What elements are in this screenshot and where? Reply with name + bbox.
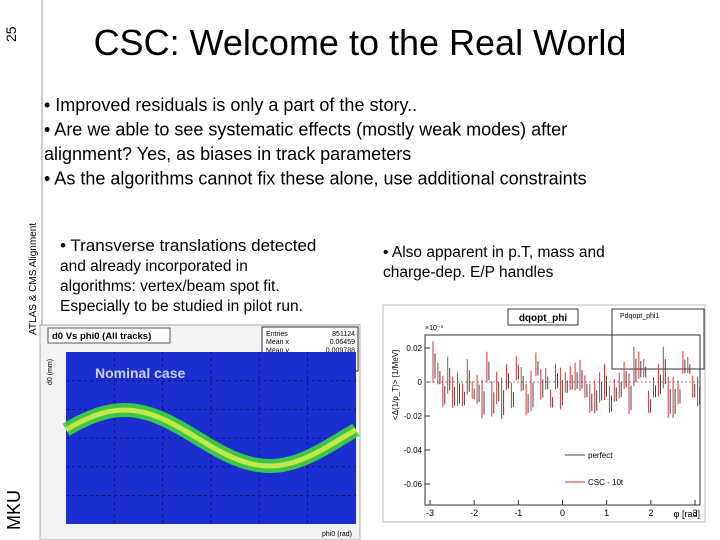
stats-title: Pdqopt_phi1 [620,313,659,320]
legend-label: CSC - 10t [588,478,624,487]
y-label: d0 (mm) [47,359,54,385]
stats-box [611,308,705,370]
side-label: ATLAS & CMS Alignment [28,223,39,335]
left-text: • Transverse translations detected [60,236,316,255]
right-text: charge-dep. E/P handles [383,264,554,281]
stats-key: Mean x [266,339,289,346]
y-tick-label: 0.02 [406,344,422,353]
y-tick-label: -0.06 [404,480,423,489]
bullet-line: • Are we able to see systematic effects … [44,120,567,140]
left-text: Especially to be studied in pilot run. [60,298,303,315]
stats-value: 0.009788 [326,347,355,354]
y-label: <Δ(1/p_T)> [1/MeV] [391,350,400,420]
bullet-line: • As the algorithms cannot fix these alo… [44,169,587,189]
exponent: ×10⁻³ [425,325,444,332]
left-text: and already incorporated in [60,258,248,275]
bullet-line: alignment? Yes, as biases in track param… [44,144,411,164]
x-tick-label: -3 [426,508,434,518]
stats-value: 851124 [332,331,355,338]
x-tick-label: 1 [604,508,609,518]
legend-label: perfect [588,451,613,460]
bullet-line: • Improved residuals is only a part of t… [44,95,417,115]
y-tick-label: -0.02 [404,412,423,421]
plot-title: d0 Vs phi0 (All tracks) [52,331,151,342]
title: CSC: Welcome to the Real World [94,22,627,63]
stats-key: Mean y [266,347,289,354]
x-tick-label: 0 [560,508,565,518]
x-tick-label: -2 [470,508,478,518]
left-text: algorithms: vertex/beam spot fit. [60,278,280,295]
stats-key: Entries [266,331,288,338]
x-tick-label: 2 [648,508,653,518]
stats-value: 0.06459 [330,339,355,346]
x-tick-label: 3 [692,508,697,518]
annotation: Nominal case [95,365,185,381]
plot-title: dqopt_phi [519,313,568,324]
author: MKU [4,490,24,530]
band-core [64,407,358,469]
page-number: 25 [3,26,19,42]
plot-title-box [507,308,579,326]
right-text: • Also apparent in p.T, mass and [383,244,605,261]
plot-title-box [47,327,171,344]
x-tick-label: -1 [514,508,522,518]
x-label: φ [rad] [674,509,700,519]
x-label: phi0 (rad) [322,531,352,538]
y-tick-label: 0 [418,378,423,387]
y-tick-label: -0.04 [404,446,423,455]
